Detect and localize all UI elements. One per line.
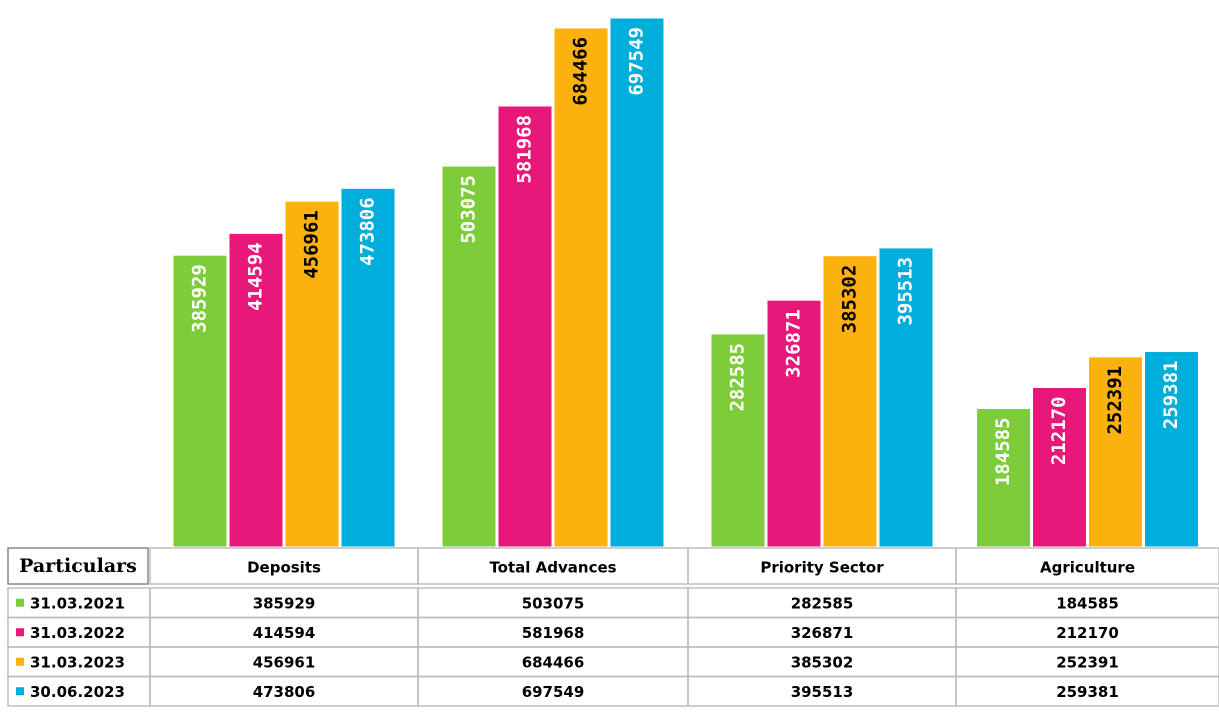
legend-label: 30.06.2023 — [30, 683, 125, 701]
data-label: 697549 — [626, 27, 648, 96]
data-label: 414594 — [245, 242, 267, 311]
data-label: 503075 — [458, 175, 480, 244]
data-label: 326871 — [783, 309, 805, 378]
bar — [764, 297, 824, 550]
legend-label: 31.03.2021 — [30, 594, 125, 612]
data-label: 259381 — [1160, 361, 1182, 430]
bar — [551, 25, 611, 550]
data-label: 252391 — [1104, 366, 1126, 435]
table-value: 259381 — [1056, 683, 1119, 701]
table-value: 326871 — [791, 624, 854, 642]
header-cell — [7, 547, 149, 585]
bar — [607, 15, 667, 550]
legend-marker — [16, 628, 24, 637]
column-header: Total Advances — [489, 559, 616, 577]
column-header: Deposits — [247, 559, 321, 577]
bar — [170, 252, 230, 550]
table-value: 395513 — [791, 683, 854, 701]
table-value: 385302 — [791, 653, 854, 671]
data-label: 473806 — [357, 197, 379, 266]
table-value: 212170 — [1056, 624, 1119, 642]
table-header: Particulars — [19, 555, 137, 577]
legend-label: 31.03.2022 — [30, 624, 125, 642]
header-cell — [955, 547, 1219, 585]
data-label: 282585 — [727, 343, 749, 412]
column-header: Priority Sector — [760, 559, 884, 577]
legend-label: 31.03.2023 — [30, 653, 125, 671]
bar — [1030, 384, 1089, 550]
bar — [876, 245, 936, 550]
bar — [439, 163, 499, 550]
data-label: 385302 — [839, 265, 861, 334]
data-label: 212170 — [1048, 396, 1070, 465]
data-label: 684466 — [570, 37, 592, 106]
column-header: Agriculture — [1040, 559, 1135, 577]
row-cell — [955, 675, 1219, 707]
table-value: 684466 — [522, 653, 585, 671]
table-value: 456961 — [253, 653, 316, 671]
table-value: 282585 — [791, 594, 854, 612]
data-label: 581968 — [514, 115, 536, 184]
data-label: 395513 — [895, 257, 917, 326]
table-value: 414594 — [253, 624, 316, 642]
table-value: 252391 — [1056, 653, 1119, 671]
data-label: 456961 — [301, 210, 323, 279]
legend-marker — [16, 687, 24, 696]
legend-marker — [16, 657, 24, 666]
table-value: 697549 — [522, 683, 585, 701]
bar — [1142, 349, 1201, 550]
data-label: 385929 — [189, 264, 211, 333]
table-value: 385929 — [253, 594, 316, 612]
table-value: 473806 — [253, 683, 316, 701]
legend-marker — [16, 598, 24, 607]
table-value: 581968 — [522, 624, 585, 642]
table-value: 184585 — [1056, 594, 1119, 612]
table-value: 503075 — [522, 594, 585, 612]
data-label: 184585 — [992, 417, 1014, 486]
